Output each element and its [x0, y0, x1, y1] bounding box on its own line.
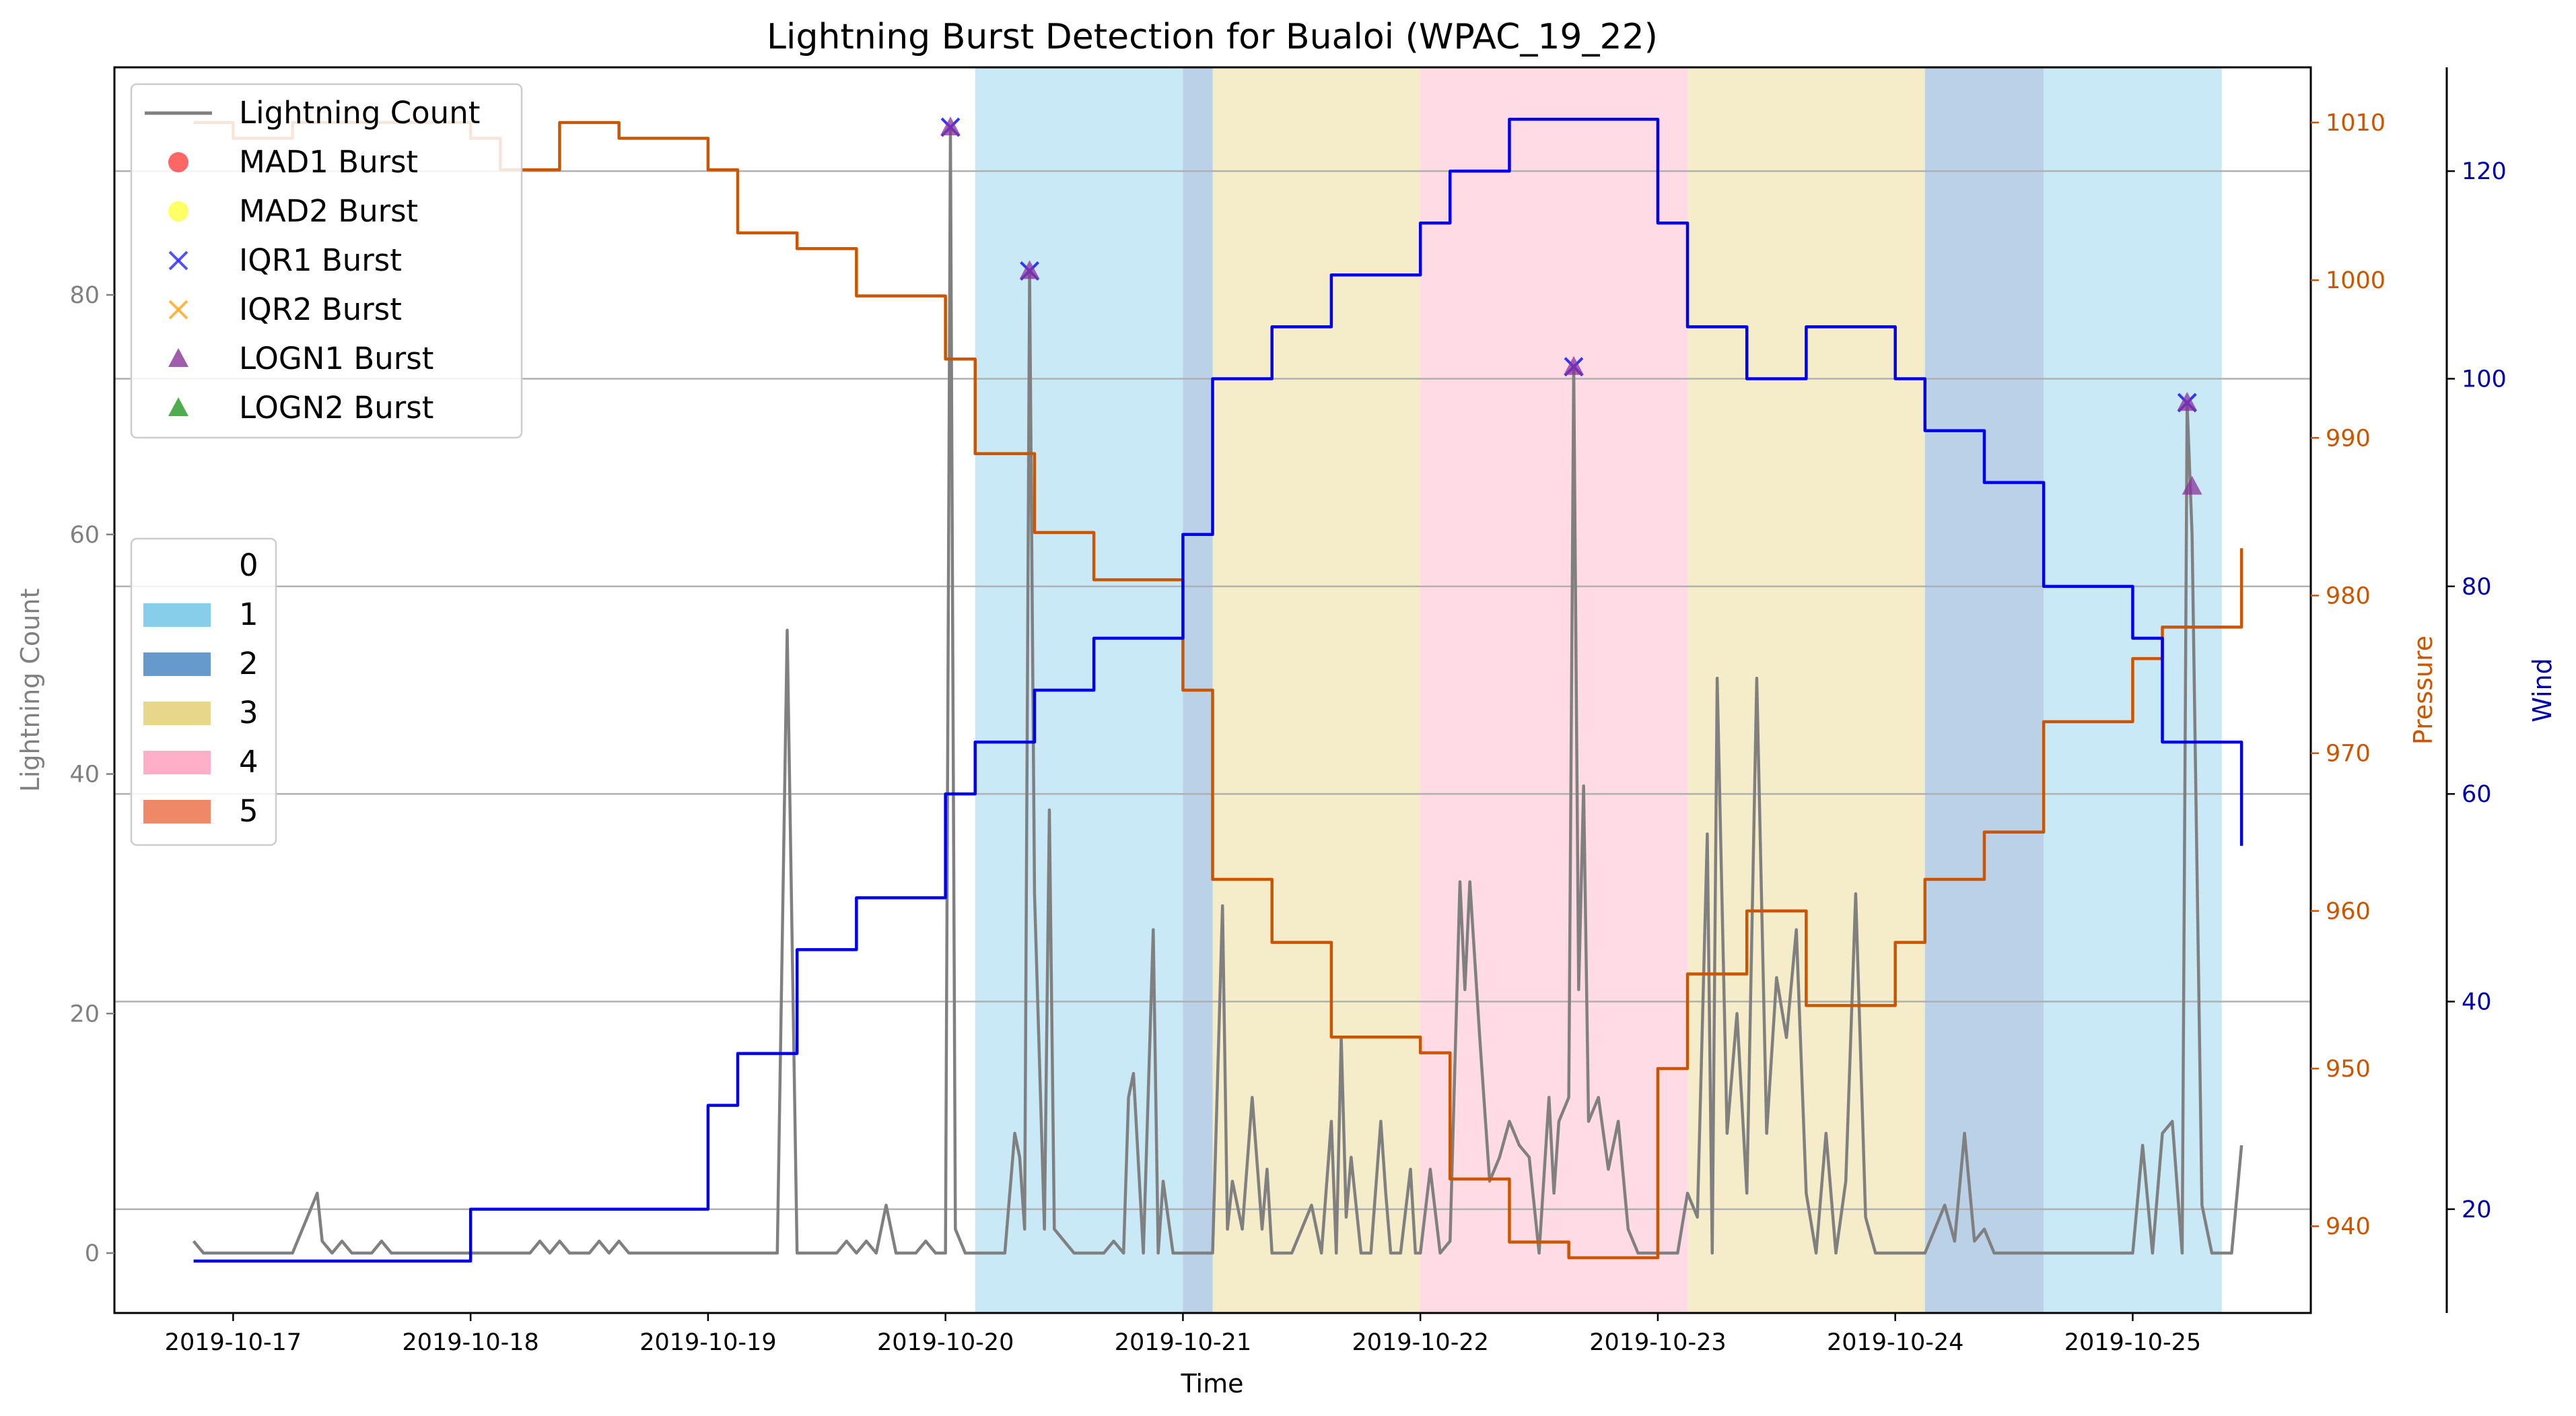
category-legend-swatch: [143, 652, 211, 676]
pressure-tick-label: 950: [2326, 1056, 2371, 1083]
burst-legend-label: LOGN2 Burst: [239, 390, 433, 426]
wind-tick-label: 80: [2462, 574, 2492, 601]
burst-legend-label: IQR2 Burst: [239, 292, 402, 327]
pressure-tick-label: 980: [2326, 582, 2371, 609]
x-legend-marker-stroke: [168, 300, 188, 320]
y-axis-pressure-label: Pressure: [2408, 636, 2438, 745]
category-legend-label: 3: [239, 695, 258, 731]
x-tick-label: 2019-10-21: [1115, 1329, 1251, 1356]
wind-tick-label: 100: [2462, 366, 2507, 393]
category-legend-swatch: [143, 751, 211, 774]
category-legend-swatch: [143, 554, 211, 578]
y-axis-left-label: Lightning Count: [15, 588, 45, 793]
x-tick-label: 2019-10-22: [1352, 1329, 1488, 1356]
left-tick-label: 80: [69, 282, 100, 309]
logn1-burst-marker: [2177, 392, 2198, 411]
category-3-band: [1212, 67, 1421, 1313]
burst-legend-label: MAD2 Burst: [239, 193, 418, 229]
left-tick-label: 0: [85, 1240, 100, 1267]
burst-legend-label: IQR1 Burst: [239, 242, 402, 278]
circle-legend-marker: [168, 152, 188, 172]
category-legend-label: 2: [239, 646, 258, 681]
axis-layer: 2019-10-17 2019-10-18 2019-10-19 2019-10-20…: [69, 110, 2506, 1356]
category-legend-label: 1: [239, 597, 258, 632]
x-tick-label: 2019-10-20: [877, 1329, 1014, 1356]
logn1-burst-marker: [940, 116, 961, 135]
pressure-tick-label: 990: [2326, 425, 2371, 452]
pressure-tick-label: 960: [2326, 898, 2371, 925]
chart-title: Lightning Burst Detection for Bualoi (WP…: [767, 17, 1658, 57]
triangle-legend-marker: [168, 348, 188, 367]
wind-tick-label: 20: [2462, 1196, 2492, 1223]
category-legend-swatch: [143, 800, 211, 823]
x-tick-label: 2019-10-17: [165, 1329, 302, 1356]
x-tick-label: 2019-10-24: [1827, 1329, 1963, 1356]
category-2-band: [1924, 67, 2044, 1313]
category-legend-label: 0: [239, 547, 258, 583]
circle-legend-marker: [168, 201, 188, 222]
pressure-tick-label: 940: [2326, 1213, 2371, 1240]
wind-tick-label: 40: [2462, 989, 2492, 1016]
x-tick-label: 2019-10-18: [402, 1329, 538, 1356]
wind-tick-label: 60: [2462, 781, 2492, 808]
category-3-band: [1687, 67, 1925, 1313]
burst-legend-label: LOGN1 Burst: [239, 341, 433, 376]
left-tick-label: 20: [69, 1001, 100, 1027]
burst-legend-label: MAD1 Burst: [239, 144, 418, 180]
category-legend: 0 1 2 3 4 5: [130, 537, 277, 846]
logn1-burst-marker: [1019, 260, 1040, 279]
x-tick-label: 2019-10-23: [1589, 1329, 1726, 1356]
category-legend-swatch: [143, 603, 211, 627]
x-tick-label: 2019-10-19: [639, 1329, 776, 1356]
x-tick-label: 2019-10-25: [2064, 1329, 2201, 1356]
y-axis-wind-label: Wind: [2528, 658, 2557, 722]
category-4-band: [1420, 67, 1688, 1313]
lightning-count-line: [192, 125, 2243, 1255]
burst-legend-label: Lightning Count: [239, 95, 480, 131]
wind-line: [193, 117, 2243, 1263]
triangle-legend-marker: [168, 397, 188, 416]
x-axis-label: Time: [1181, 1369, 1244, 1398]
logn1-burst-marker: [2182, 475, 2202, 495]
category-shading-layer: [975, 67, 2222, 1313]
series-layer: [192, 117, 2243, 1263]
x-legend-marker-stroke: [168, 250, 188, 271]
pressure-line: [193, 121, 2243, 1260]
pressure-tick-label: 1010: [2326, 110, 2386, 137]
plot-frame: [113, 66, 2312, 1314]
left-tick-label: 40: [69, 762, 100, 788]
logn1-burst-marker: [1563, 356, 1584, 375]
burst-marker-layer: [940, 116, 2202, 495]
burst-legend: Lightning Count MAD1 Burst MAD2 Burst IQR1 …: [130, 83, 523, 439]
category-legend-swatch: [143, 702, 211, 725]
burst-legend-box: [130, 83, 523, 439]
wind-tick-label: 120: [2462, 158, 2507, 185]
category-legend-label: 5: [239, 793, 258, 829]
pressure-tick-label: 970: [2326, 741, 2371, 768]
pressure-tick-label: 1000: [2326, 267, 2386, 294]
category-legend-label: 4: [239, 744, 258, 780]
left-tick-label: 60: [69, 522, 100, 549]
